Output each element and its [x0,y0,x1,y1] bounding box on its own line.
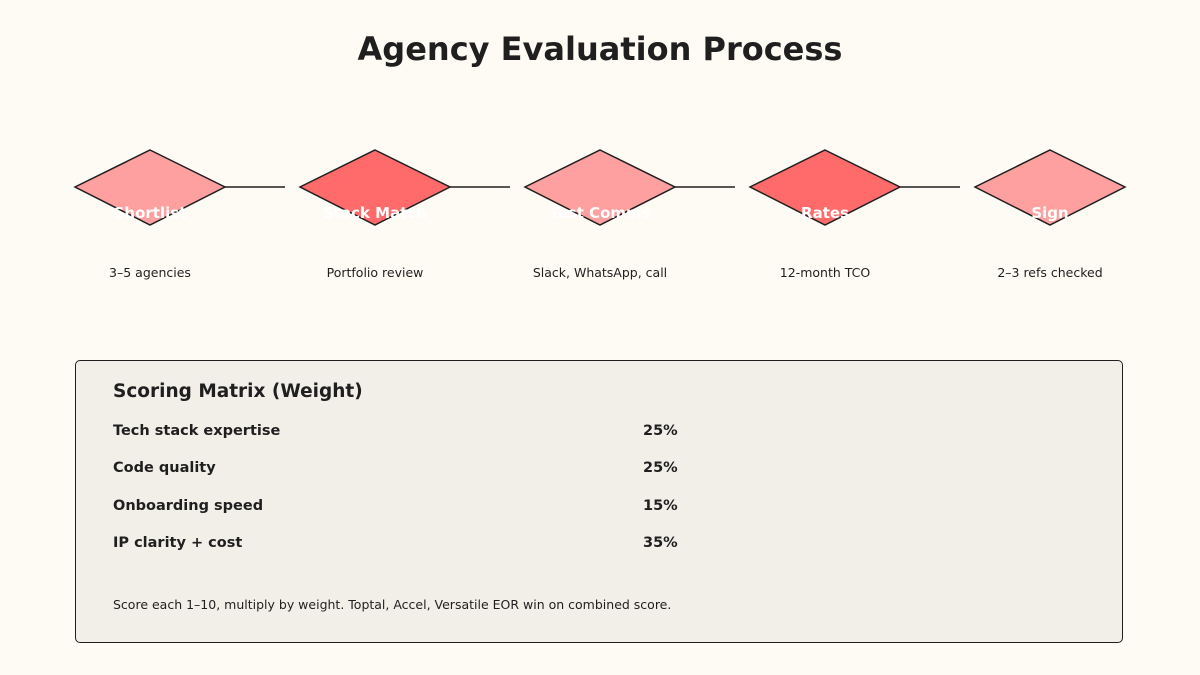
criterion-label: Tech stack expertise [113,423,281,439]
stage-note: 3–5 agencies [109,265,191,280]
stage-label: Test Comms [549,204,650,222]
stage-label: Shortlist [114,204,187,222]
stage-note: 12-month TCO [780,265,871,280]
stage-diamond [298,149,452,226]
matrix-row: IP clarity + cost 35% [113,535,713,555]
stage-stack-match: Stack Match Portfolio review [298,149,452,280]
process-flow: Shortlist 3–5 agencies Stack Match Portf… [73,149,1127,280]
stage-shortlist: Shortlist 3–5 agencies [73,149,227,280]
criterion-label: Onboarding speed [113,498,264,514]
criterion-label: Code quality [113,460,216,476]
criterion-weight: 35% [643,535,678,551]
stage-note: 2–3 refs checked [997,265,1102,280]
stage-test-comms: Test Comms Slack, WhatsApp, call [523,149,677,280]
stage-diamond [523,149,677,226]
matrix-row: Code quality 25% [113,460,713,480]
stage-rates: Rates 12-month TCO [748,149,902,280]
scoring-matrix-panel: Scoring Matrix (Weight) Tech stack exper… [75,360,1123,643]
matrix-title: Scoring Matrix (Weight) [113,381,363,402]
matrix-footnote: Score each 1–10, multiply by weight. Top… [113,597,672,612]
stage-label: Stack Match [323,204,427,222]
page-title: Agency Evaluation Process [357,30,843,68]
criterion-weight: 25% [643,460,678,476]
stage-diamond [748,149,902,226]
criterion-label: IP clarity + cost [113,535,243,551]
criterion-weight: 25% [643,423,678,439]
matrix-row: Onboarding speed 15% [113,498,713,518]
stage-sign: Sign 2–3 refs checked [973,149,1127,280]
stage-label: Rates [801,204,849,222]
stage-diamond [973,149,1127,226]
matrix-row: Tech stack expertise 25% [113,423,713,443]
criterion-weight: 15% [643,498,678,514]
stage-note: Slack, WhatsApp, call [533,265,667,280]
stage-note: Portfolio review [327,265,424,280]
stage-label: Sign [1031,204,1068,222]
stage-diamond [73,149,227,226]
